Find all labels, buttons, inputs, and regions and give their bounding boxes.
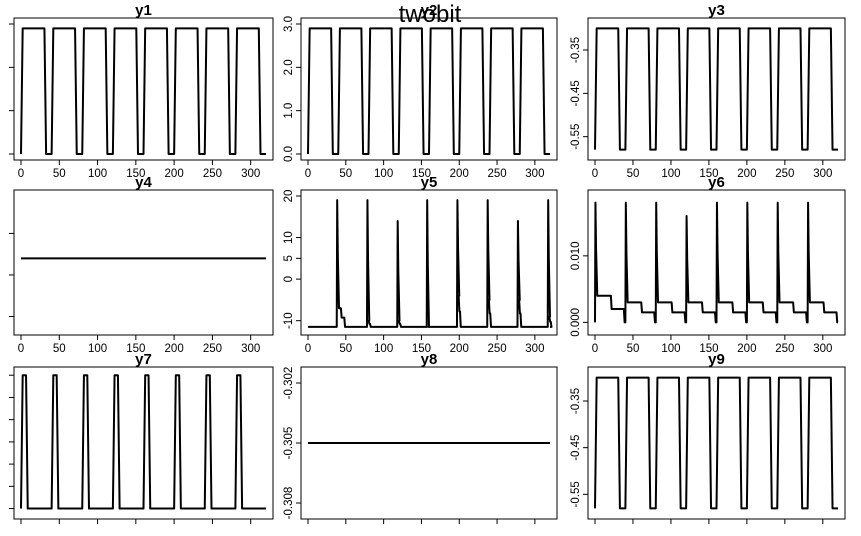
series-line: [20, 374, 266, 510]
plot-frame: [300, 189, 558, 336]
panel-y6: y6 0 50 100 150 200 250 300 0.000 0.010: [570, 174, 846, 355]
x-tick-label: 250: [775, 168, 794, 180]
plot-frame: [587, 366, 846, 520]
y-tick-label: 10: [283, 231, 295, 244]
x-tick-label: 0: [592, 168, 598, 180]
y-tick-label: 20: [283, 190, 295, 203]
panel-title: y5: [421, 174, 438, 191]
series-line: [20, 27, 266, 155]
x-tick-label: 150: [126, 343, 145, 355]
x-tick-label: 0: [592, 343, 598, 355]
x-tick-label: 0: [18, 343, 24, 355]
y-tick-label: -0.45: [570, 80, 582, 106]
y-tick-label: -0.302: [283, 367, 295, 400]
panel-y5: y5 0 50 100 150 200 250 300 -10 0 5 10 20: [283, 174, 558, 355]
panel-title: y1: [135, 2, 152, 19]
x-tick-label: 200: [737, 168, 756, 180]
x-tick-label: 100: [88, 343, 107, 355]
panel-title: y8: [421, 351, 438, 368]
x-tick-label: 0: [305, 343, 311, 355]
plot-frame: [13, 17, 274, 161]
series-line: [594, 376, 838, 510]
x-tick-label: 100: [661, 168, 680, 180]
panel-y8: y8 -0.308 -0.305 -0.302: [283, 351, 558, 524]
x-tick-label: 250: [203, 168, 222, 180]
x-tick-label: 300: [813, 343, 832, 355]
panel-y7: y7: [9, 351, 274, 524]
x-tick-label: 100: [661, 343, 680, 355]
x-tick-label: 250: [775, 343, 794, 355]
x-tick-label: 150: [412, 168, 431, 180]
y-tick-label: 1.0: [283, 103, 295, 119]
panel-y1: y1 0 50 100 150 200 250 300: [9, 2, 274, 180]
x-tick-label: 300: [241, 168, 260, 180]
panel-title: y3: [708, 2, 725, 19]
y-tick-label: 0: [283, 276, 295, 282]
x-tick-label: 100: [374, 343, 393, 355]
y-tick-label: 0.000: [570, 308, 582, 337]
plot-frame: [587, 17, 846, 161]
x-tick-label: 150: [699, 343, 718, 355]
x-tick-label: 200: [450, 343, 469, 355]
x-tick-label: 300: [525, 168, 544, 180]
panel-title: y7: [135, 351, 152, 368]
x-tick-label: 300: [813, 168, 832, 180]
series-line: [308, 199, 553, 328]
y-tick-label: 0.0: [283, 146, 295, 162]
series-line: [594, 27, 838, 151]
y-tick-label: 5: [283, 255, 295, 261]
y-tick-label: -0.35: [570, 37, 582, 63]
x-tick-label: 300: [241, 343, 260, 355]
x-tick-label: 50: [627, 343, 640, 355]
panel-y2: y2 0 50 100 150 200 250 300 0.0 1.0 2.0 3.0: [283, 2, 558, 180]
x-tick-label: 0: [18, 168, 24, 180]
x-tick-label: 100: [374, 168, 393, 180]
x-tick-label: 100: [88, 168, 107, 180]
x-tick-label: 0: [305, 168, 311, 180]
plot-frame: [300, 17, 558, 161]
plot-frame: [13, 189, 274, 336]
y-tick-label: -0.305: [283, 427, 295, 460]
y-tick-label: 2.0: [283, 59, 295, 75]
figure-title: twobit: [399, 1, 462, 28]
x-tick-label: 250: [487, 168, 506, 180]
y-tick-label: -0.45: [570, 435, 582, 461]
panel-title: y9: [708, 351, 725, 368]
x-tick-label: 200: [165, 343, 184, 355]
panel-y4: y4 0 50 100 150 200 250 300: [9, 174, 274, 355]
series-line: [594, 201, 839, 324]
x-tick-label: 150: [412, 343, 431, 355]
panel-title: y2: [421, 2, 438, 19]
y-tick-label: -0.308: [283, 487, 295, 520]
panel-title: y4: [135, 174, 152, 191]
y-tick-label: 3.0: [283, 16, 295, 32]
x-tick-label: 150: [699, 168, 718, 180]
panel-title: y6: [708, 174, 725, 191]
panel-y3: y3 0 50 100 150 200 250 300 -0.55 -0.45 -0.35: [570, 2, 846, 180]
x-tick-label: 200: [737, 343, 756, 355]
x-tick-label: 150: [126, 168, 145, 180]
x-tick-label: 50: [627, 168, 640, 180]
x-tick-label: 50: [53, 343, 66, 355]
y-tick-label: -0.35: [570, 388, 582, 414]
y-tick-label: -0.55: [570, 124, 582, 150]
y-tick-label: -0.55: [570, 481, 582, 507]
x-tick-label: 50: [339, 168, 352, 180]
x-tick-label: 50: [339, 343, 352, 355]
x-tick-label: 50: [53, 168, 66, 180]
plot-frame: [587, 189, 846, 336]
y-tick-label: -10: [283, 312, 295, 329]
y-tick-label: 0.010: [570, 241, 582, 270]
plot-frame: [13, 366, 274, 520]
x-tick-label: 200: [165, 168, 184, 180]
x-tick-label: 250: [487, 343, 506, 355]
x-tick-label: 300: [525, 343, 544, 355]
panel-y9: y9 -0.55 -0.45 -0.35: [570, 351, 846, 524]
x-tick-label: 250: [203, 343, 222, 355]
x-tick-label: 200: [450, 168, 469, 180]
series-line: [307, 27, 550, 155]
